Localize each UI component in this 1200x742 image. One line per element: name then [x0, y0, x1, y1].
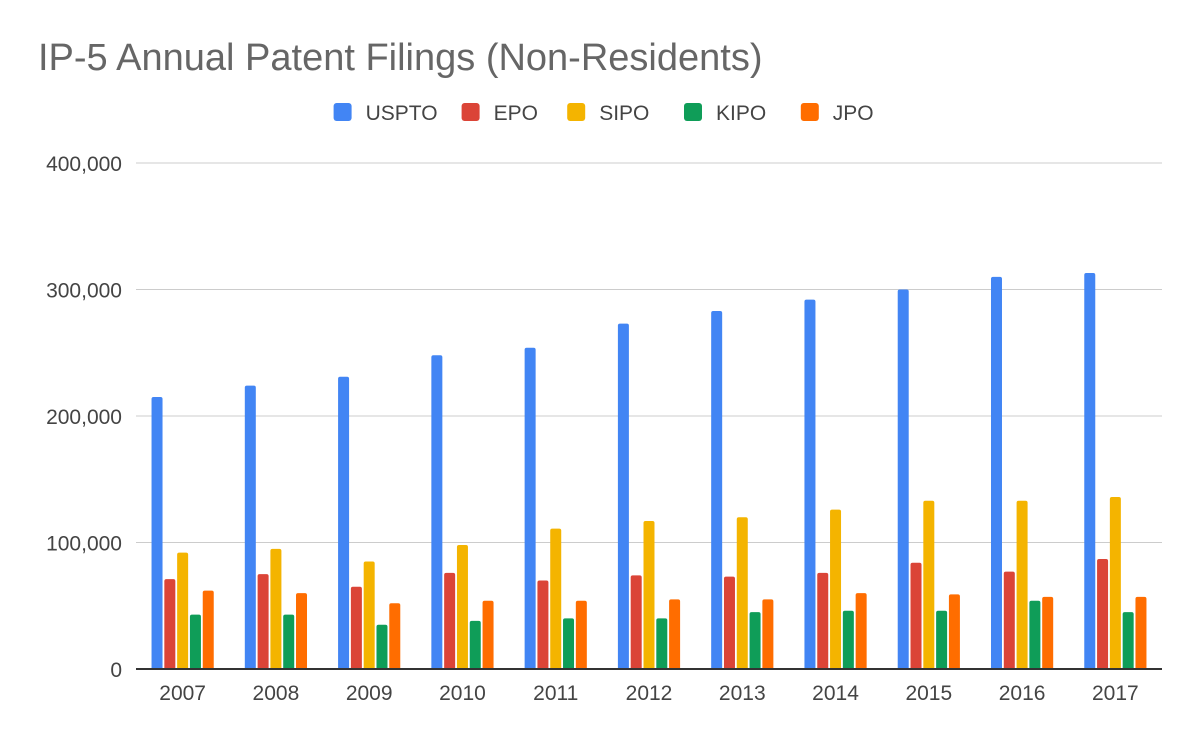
bar-kipo-2009: [376, 624, 388, 669]
legend-swatch-sipo: [567, 103, 586, 121]
bar-kipo-2012: [656, 618, 668, 669]
bar-epo-2011: [537, 580, 549, 669]
bar-uspto-2015: [897, 289, 909, 669]
bar-uspto-2016: [990, 276, 1002, 669]
bar-sipo-2008: [270, 548, 282, 669]
bar-jpo-2011: [575, 600, 587, 669]
bar-uspto-2017: [1084, 273, 1096, 669]
bar-jpo-2016: [1042, 596, 1054, 669]
y-tick-label: 0: [110, 659, 122, 682]
bar-epo-2010: [444, 572, 456, 669]
chart-title: IP-5 Annual Patent Filings (Non-Resident…: [38, 37, 762, 79]
bar-kipo-2016: [1029, 600, 1041, 669]
bar-kipo-2007: [189, 614, 201, 669]
bar-jpo-2013: [762, 599, 774, 669]
bar-kipo-2008: [283, 614, 295, 669]
bar-uspto-2010: [431, 355, 443, 669]
bar-sipo-2014: [830, 509, 842, 669]
x-tick-label: 2007: [159, 682, 206, 705]
y-axis-labels: 0 100,000 200,000 300,000 400,000: [46, 153, 122, 682]
y-tick-label: 200,000: [46, 406, 122, 429]
bar-kipo-2013: [749, 612, 761, 669]
bars: [151, 273, 1147, 669]
x-tick-label: 2011: [533, 682, 578, 705]
legend-label-epo: EPO: [494, 102, 538, 125]
bar-uspto-2007: [151, 397, 163, 669]
x-tick-label: 2016: [999, 682, 1046, 705]
bar-epo-2012: [630, 575, 642, 669]
x-tick-label: 2013: [719, 682, 766, 705]
bar-uspto-2012: [617, 323, 629, 669]
legend: USPTO EPO SIPO KIPO JPO: [333, 102, 874, 125]
bar-uspto-2011: [524, 347, 536, 669]
bar-uspto-2008: [244, 385, 256, 669]
bar-sipo-2009: [363, 561, 375, 669]
bar-jpo-2015: [948, 594, 960, 669]
bar-uspto-2013: [711, 311, 723, 669]
y-tick-label: 100,000: [46, 533, 122, 556]
bar-epo-2007: [164, 579, 176, 669]
x-tick-label: 2015: [905, 682, 952, 705]
bar-kipo-2015: [936, 610, 948, 669]
legend-swatch-jpo: [800, 103, 819, 121]
bar-sipo-2015: [923, 500, 935, 669]
y-tick-label: 300,000: [46, 280, 122, 303]
x-tick-label: 2014: [812, 682, 859, 705]
bar-sipo-2017: [1109, 496, 1121, 669]
bar-epo-2016: [1003, 571, 1015, 669]
bar-jpo-2014: [855, 593, 867, 669]
bar-jpo-2009: [389, 603, 401, 669]
bar-jpo-2017: [1135, 596, 1147, 669]
legend-label-jpo: JPO: [833, 102, 874, 125]
bar-uspto-2009: [338, 376, 350, 669]
x-axis-labels: 2007 2008 2009 2010 2011 2012 2013 2014 2015 2016…: [159, 682, 1138, 705]
bar-sipo-2013: [736, 517, 748, 669]
x-tick-label: 2017: [1092, 682, 1139, 705]
legend-swatch-epo: [461, 103, 480, 121]
bar-epo-2008: [257, 574, 269, 669]
bar-epo-2009: [350, 586, 362, 669]
bar-kipo-2014: [842, 610, 854, 669]
x-tick-label: 2008: [253, 682, 300, 705]
legend-swatch-kipo: [684, 103, 702, 121]
y-tick-label: 400,000: [46, 153, 122, 176]
bar-epo-2014: [817, 572, 829, 669]
x-tick-label: 2012: [626, 682, 673, 705]
bar-kipo-2017: [1122, 612, 1134, 669]
bar-epo-2015: [910, 562, 922, 669]
bar-jpo-2012: [669, 599, 681, 669]
bar-sipo-2011: [550, 528, 562, 669]
legend-label-kipo: KIPO: [716, 102, 766, 125]
bar-sipo-2007: [177, 552, 189, 669]
legend-swatch-uspto: [333, 103, 352, 121]
x-tick-label: 2010: [439, 682, 486, 705]
bar-sipo-2010: [456, 545, 468, 669]
bar-jpo-2008: [296, 593, 308, 669]
bar-kipo-2011: [563, 618, 575, 669]
bar-jpo-2007: [202, 590, 214, 669]
gridlines: [136, 162, 1162, 543]
bar-jpo-2010: [482, 600, 494, 669]
bar-epo-2013: [723, 576, 735, 669]
bar-sipo-2016: [1016, 500, 1028, 669]
bar-uspto-2014: [804, 299, 816, 669]
bar-sipo-2012: [643, 520, 655, 669]
bar-epo-2017: [1097, 558, 1109, 669]
bar-kipo-2010: [469, 620, 481, 669]
legend-label-uspto: USPTO: [366, 102, 438, 125]
x-tick-label: 2009: [346, 682, 393, 705]
legend-label-sipo: SIPO: [599, 102, 649, 125]
